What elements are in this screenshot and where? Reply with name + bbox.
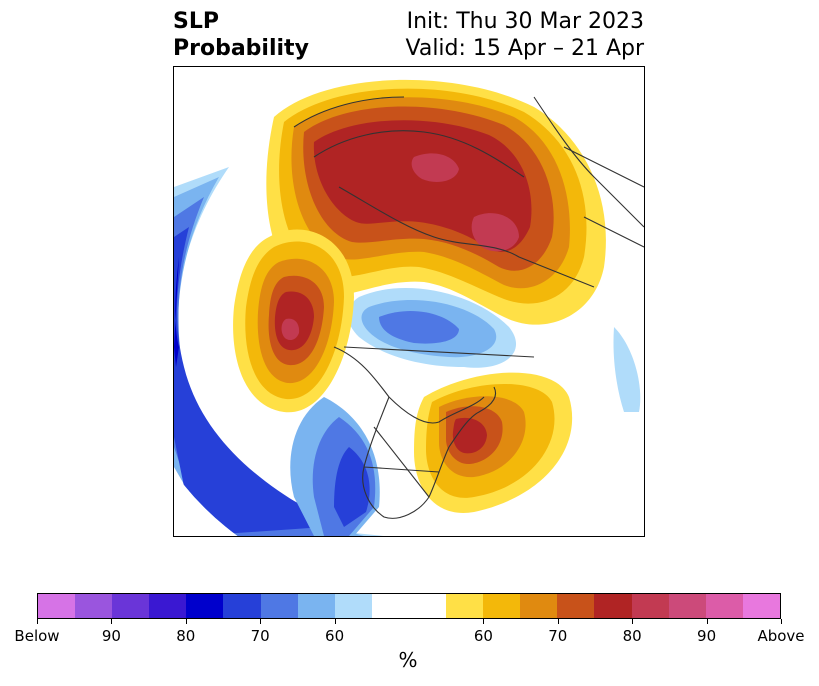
blue-anomaly-west (174, 167, 384, 536)
colorbar-tick-mark (781, 619, 782, 624)
init-date: Init: Thu 30 Mar 2023 (406, 9, 644, 34)
red-anomaly-eurasia (266, 79, 606, 325)
colorbar-tick-mark (632, 619, 633, 624)
colorbar-segment (408, 594, 447, 618)
colorbar-segment (668, 594, 706, 618)
colorbar-segment (297, 594, 335, 618)
colorbar-segment (631, 594, 669, 618)
colorbar-segment (594, 594, 632, 618)
colorbar-segment (483, 594, 521, 618)
colorbar-segment (371, 594, 409, 618)
colorbar-tick-label: Below (14, 627, 60, 645)
title-variable: SLP (173, 9, 219, 34)
title-right: Init: Thu 30 Mar 2023 Valid: 15 Apr – 21… (406, 8, 645, 62)
colorbar-tick-mark (111, 619, 112, 624)
map-panel (173, 66, 645, 537)
colorbar-segment (186, 594, 224, 618)
colorbar-tick-mark (37, 619, 38, 624)
colorbar-tick-label: 90 (101, 627, 121, 645)
colorbar-segment (557, 594, 595, 618)
colorbar-segment (446, 594, 484, 618)
colorbar-tick-mark (558, 619, 559, 624)
colorbar (37, 593, 781, 619)
red-anomaly-atlantic (414, 372, 573, 513)
coastlines (293, 96, 644, 519)
colorbar-segment (260, 594, 298, 618)
colorbar-segment (334, 594, 372, 618)
colorbar-segment (223, 594, 261, 618)
colorbar-tick-label: 90 (697, 627, 717, 645)
colorbar-segment (38, 594, 76, 618)
colorbar-tick-label: 80 (622, 627, 642, 645)
valid-range: Valid: 15 Apr – 21 Apr (405, 36, 645, 61)
colorbar-tick-label: 60 (473, 627, 493, 645)
probability-map (174, 67, 644, 536)
colorbar-segment (75, 594, 113, 618)
blue-anomaly-east (613, 327, 641, 412)
colorbar-tick-label: 70 (548, 627, 568, 645)
title-left: SLP Probability (173, 8, 309, 62)
colorbar-tick-mark (260, 619, 261, 624)
colorbar-segment (742, 594, 780, 618)
title-product: Probability (173, 36, 309, 61)
colorbar-tick-mark (707, 619, 708, 624)
colorbar-tick-mark (483, 619, 484, 624)
colorbar-tick-mark (186, 619, 187, 624)
colorbar-tick-label: 70 (250, 627, 270, 645)
colorbar-segment (705, 594, 743, 618)
colorbar-segment (112, 594, 150, 618)
colorbar-unit: % (398, 648, 418, 672)
colorbar-segment (520, 594, 558, 618)
colorbar-segment (149, 594, 187, 618)
colorbar-tick-label: 60 (325, 627, 345, 645)
red-anomaly-pacific (233, 229, 354, 413)
colorbar-tick-mark (335, 619, 336, 624)
blue-anomaly-arctic (347, 288, 517, 368)
colorbar-tick-label: Above (757, 627, 805, 645)
colorbar-tick-label: 80 (176, 627, 196, 645)
